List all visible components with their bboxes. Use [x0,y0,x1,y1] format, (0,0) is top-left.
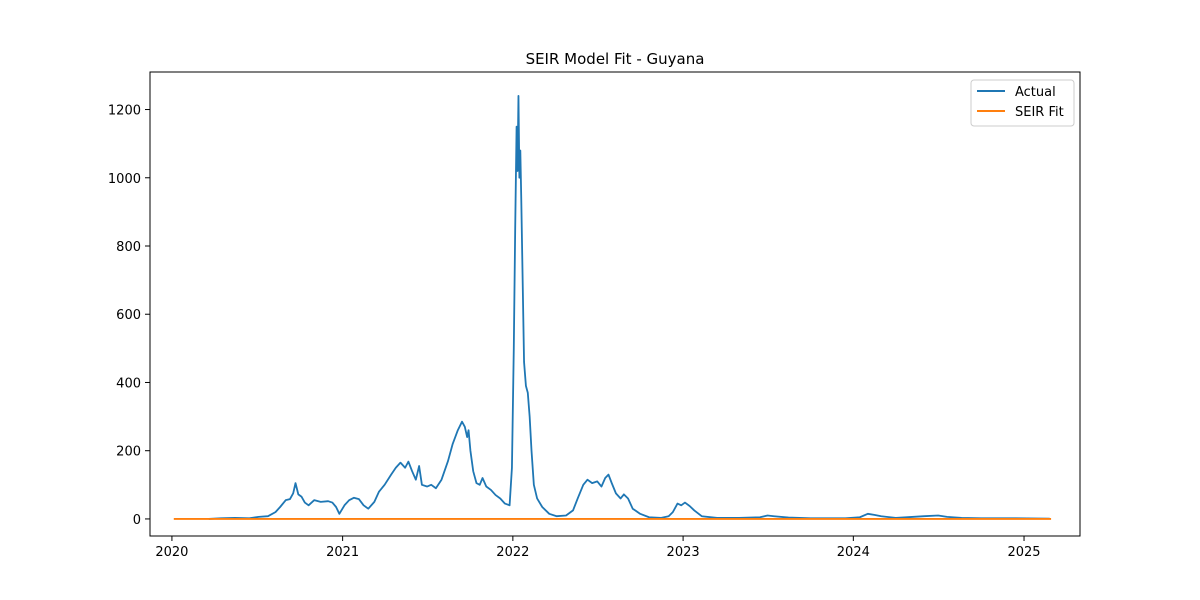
axes-layer: 2020 2021 2022 2023 2024 2025 0 200 400 600 800 100… [108,71,1081,560]
y-tick-label-1200: 1200 [108,104,141,119]
series-layer [173,94,1052,520]
y-tick-label-1000: 1000 [108,172,141,187]
y-tick-label-600: 600 [116,308,141,323]
x-tick-label-2024: 2024 [837,545,870,560]
x-tick-label-2021: 2021 [326,545,359,560]
plot-frame [149,71,1081,537]
chart-title: SEIR Model Fit - Guyana [526,50,705,68]
x-tick-label-2025: 2025 [1007,545,1040,560]
series-line-actual [208,94,1050,520]
y-tick-label-200: 200 [116,445,141,460]
legend: Actual SEIR Fit [970,79,1075,127]
y-tick-label-400: 400 [116,376,141,391]
legend-label-actual: Actual [1015,85,1056,100]
y-tick-label-0: 0 [133,513,141,528]
x-tick-label-2022: 2022 [496,545,529,560]
x-tick-label-2023: 2023 [667,545,700,560]
x-tick-label-2020: 2020 [155,545,188,560]
y-tick-label-800: 800 [116,240,141,255]
legend-label-seir-fit: SEIR Fit [1015,105,1064,120]
